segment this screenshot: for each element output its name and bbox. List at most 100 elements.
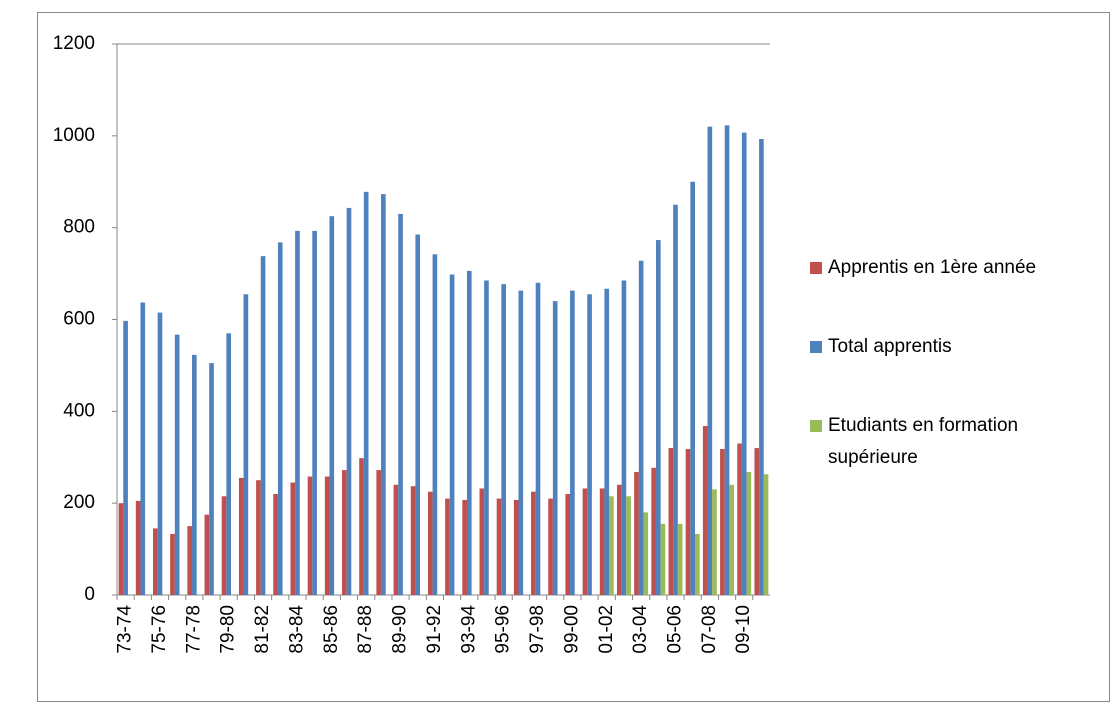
x-tick-label: 79-80 bbox=[218, 605, 239, 654]
bar bbox=[552, 301, 558, 595]
bar bbox=[484, 280, 489, 595]
bar bbox=[359, 458, 364, 595]
bar bbox=[724, 125, 730, 596]
bar bbox=[707, 126, 713, 596]
bar bbox=[346, 207, 352, 596]
bar bbox=[174, 334, 180, 595]
bar bbox=[582, 488, 588, 595]
bar bbox=[277, 242, 283, 596]
bar bbox=[754, 448, 760, 595]
legend-label: Total apprentis bbox=[828, 336, 952, 357]
bar bbox=[501, 284, 506, 595]
bar bbox=[376, 470, 382, 595]
bar bbox=[187, 526, 193, 595]
y-tick-label: 800 bbox=[63, 217, 95, 238]
bar bbox=[668, 448, 674, 595]
legend-swatch bbox=[810, 420, 822, 432]
chart-border bbox=[37, 12, 1110, 702]
bar bbox=[518, 290, 524, 595]
legend-label: Etudiants en formation supérieure bbox=[828, 415, 1019, 468]
bar bbox=[209, 363, 214, 595]
bar bbox=[329, 216, 335, 595]
bar bbox=[342, 470, 347, 595]
bar bbox=[427, 491, 433, 595]
bar bbox=[587, 294, 592, 595]
bar bbox=[548, 498, 553, 595]
bar bbox=[609, 496, 614, 595]
x-tick-label: 05-06 bbox=[665, 605, 686, 654]
bar bbox=[737, 443, 742, 595]
bar bbox=[513, 499, 519, 595]
bar bbox=[393, 484, 399, 595]
bar bbox=[363, 191, 369, 595]
bar bbox=[741, 132, 747, 595]
bar bbox=[295, 230, 300, 595]
x-tick-label: 03-04 bbox=[630, 605, 651, 654]
bar bbox=[729, 484, 734, 595]
bar bbox=[621, 280, 627, 595]
bar bbox=[157, 312, 163, 595]
x-tick-label: 81-82 bbox=[252, 605, 273, 654]
bar bbox=[462, 499, 467, 595]
bar bbox=[449, 274, 455, 595]
bar bbox=[273, 493, 278, 595]
bar bbox=[570, 290, 575, 595]
x-tick-label: 73-74 bbox=[115, 605, 136, 654]
x-tick-label: 07-08 bbox=[699, 605, 720, 654]
bar bbox=[759, 139, 764, 596]
bar bbox=[135, 500, 141, 595]
y-tick-label: 1200 bbox=[53, 33, 95, 54]
bar bbox=[226, 333, 232, 595]
bar bbox=[655, 240, 661, 596]
bar bbox=[673, 204, 678, 596]
x-tick-label: 97-98 bbox=[527, 605, 548, 654]
bar bbox=[153, 528, 158, 595]
bar bbox=[260, 256, 266, 595]
bar bbox=[531, 491, 536, 595]
x-tick-label: 89-90 bbox=[390, 605, 411, 654]
legend-item: Apprentis en 1ère année bbox=[810, 252, 1100, 284]
bar bbox=[702, 426, 708, 595]
bar bbox=[638, 260, 644, 595]
x-tick-label: 93-94 bbox=[458, 605, 479, 654]
bar bbox=[307, 476, 313, 595]
x-tick-label: 85-86 bbox=[321, 605, 342, 654]
bar bbox=[496, 498, 502, 595]
bar bbox=[643, 512, 649, 595]
legend-item: Etudiants en formation supérieure bbox=[810, 410, 1100, 474]
bar bbox=[312, 230, 317, 595]
bar bbox=[118, 503, 124, 595]
bar bbox=[479, 488, 485, 595]
bar bbox=[616, 484, 622, 595]
x-tick-label: 75-76 bbox=[149, 605, 170, 654]
bar bbox=[535, 282, 541, 595]
bar bbox=[170, 533, 175, 595]
bar bbox=[290, 482, 296, 595]
bar bbox=[634, 471, 639, 595]
bar bbox=[565, 493, 571, 595]
x-tick-label: 83-84 bbox=[286, 605, 307, 654]
bar bbox=[626, 496, 631, 595]
bar bbox=[432, 254, 438, 595]
bar bbox=[604, 288, 610, 595]
bar bbox=[466, 270, 472, 595]
bar bbox=[720, 448, 725, 595]
legend-swatch bbox=[810, 262, 822, 274]
legend-item: Total apprentis bbox=[810, 331, 1100, 363]
bar bbox=[192, 354, 197, 595]
bar bbox=[324, 476, 330, 595]
y-tick-label: 200 bbox=[63, 492, 95, 513]
bar bbox=[763, 474, 769, 595]
y-tick-label: 600 bbox=[63, 309, 95, 330]
bar bbox=[677, 523, 683, 595]
bar bbox=[445, 498, 450, 595]
x-tick-label: 09-10 bbox=[733, 605, 754, 654]
bar bbox=[746, 471, 752, 595]
x-tick-label: 01-02 bbox=[596, 605, 617, 654]
bar bbox=[415, 234, 421, 595]
bar bbox=[599, 488, 605, 595]
bar bbox=[651, 467, 656, 595]
legend: Apprentis en 1ère année Total apprentis Et… bbox=[810, 252, 1100, 521]
